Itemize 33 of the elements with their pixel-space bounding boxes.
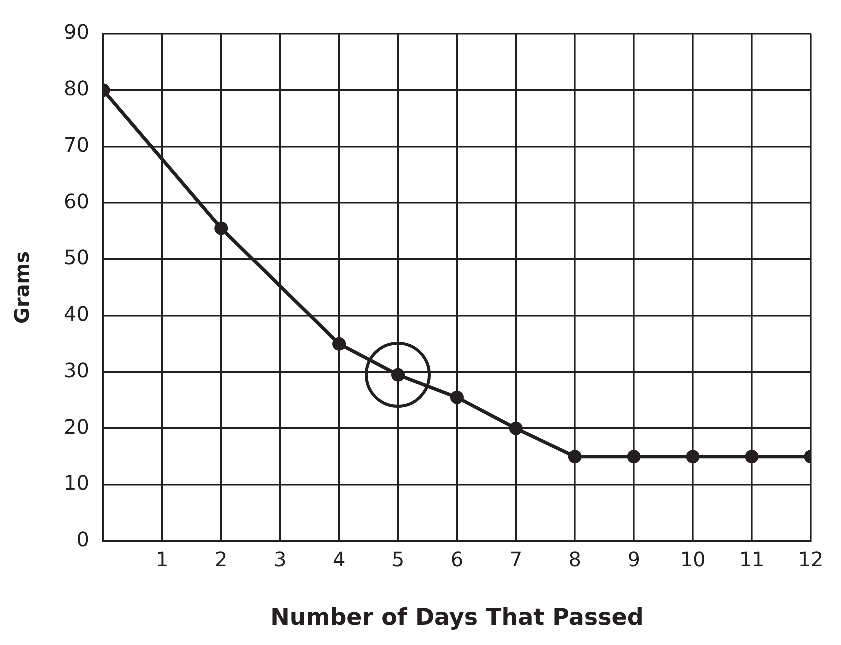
point bbox=[627, 450, 641, 464]
x-tick-label: 3 bbox=[274, 548, 287, 572]
x-axis-title: Number of Days That Passed bbox=[270, 605, 644, 632]
point bbox=[745, 450, 759, 464]
y-tick-label: 60 bbox=[64, 189, 90, 214]
point bbox=[214, 222, 228, 236]
x-tick-label: 8 bbox=[568, 548, 582, 572]
point bbox=[686, 450, 700, 464]
y-tick-label: 70 bbox=[64, 132, 90, 157]
x-tick-label: 11 bbox=[739, 548, 765, 572]
point bbox=[509, 422, 523, 436]
x-tick-label: 9 bbox=[628, 548, 640, 572]
x-tick-label: 2 bbox=[215, 548, 228, 572]
point bbox=[392, 368, 406, 382]
point bbox=[568, 450, 582, 464]
y-tick-label: 50 bbox=[64, 246, 90, 270]
y-tick-label: 40 bbox=[64, 302, 90, 326]
point bbox=[450, 390, 464, 404]
y-tick-label: 80 bbox=[64, 76, 90, 101]
y-tick-label: 20 bbox=[64, 414, 90, 439]
point bbox=[332, 337, 346, 351]
y-tick-label: 90 bbox=[64, 20, 90, 44]
y-tick-label: 10 bbox=[64, 471, 90, 496]
x-tick-label: 1 bbox=[156, 548, 169, 572]
x-tick-label: 7 bbox=[510, 548, 523, 572]
y-axis-title: Grams bbox=[10, 251, 34, 324]
x-tick-label: 12 bbox=[798, 548, 824, 572]
y-tick-label: 30 bbox=[64, 358, 90, 382]
x-tick-label: 5 bbox=[392, 548, 405, 572]
x-tick-label: 10 bbox=[680, 548, 706, 572]
y-tick-label: 0 bbox=[76, 528, 90, 552]
x-tick-label: 6 bbox=[450, 548, 464, 572]
x-tick-label: 4 bbox=[332, 548, 346, 572]
